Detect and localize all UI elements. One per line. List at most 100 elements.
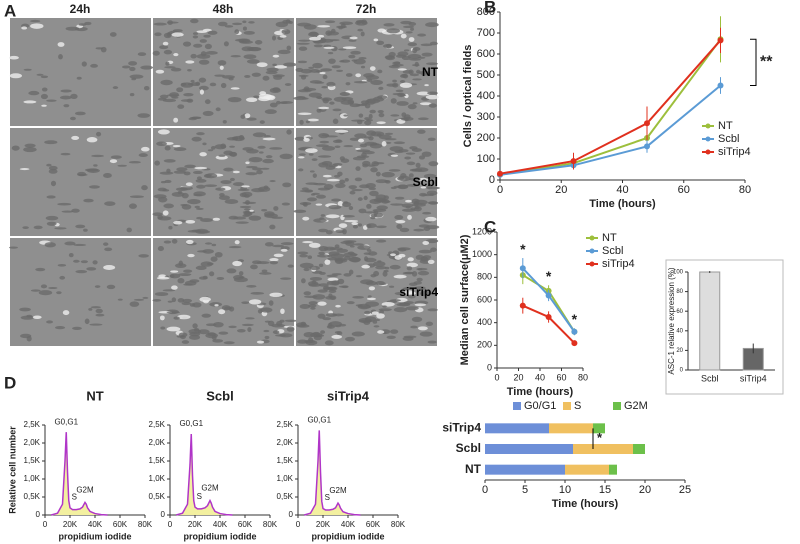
cell-shape bbox=[384, 138, 397, 141]
cell-shape bbox=[90, 63, 98, 68]
cell-shape bbox=[280, 277, 292, 280]
peak-label: S bbox=[197, 492, 202, 501]
cell-shape bbox=[286, 45, 292, 51]
inset-frame bbox=[665, 259, 784, 395]
x-tick-label: 80 bbox=[739, 184, 751, 196]
cell-shape bbox=[429, 41, 438, 46]
chart-title: NT bbox=[86, 388, 103, 403]
cell-shape bbox=[325, 313, 338, 317]
cell-shape bbox=[269, 257, 279, 262]
cell-shape bbox=[242, 20, 247, 24]
cell-shape bbox=[237, 329, 246, 333]
cell-shape bbox=[410, 27, 415, 31]
cell-shape bbox=[413, 281, 423, 285]
cell-shape bbox=[354, 177, 363, 182]
cell-shape bbox=[178, 332, 188, 338]
cell-shape bbox=[392, 61, 401, 65]
cell-shape bbox=[377, 28, 386, 33]
cell-shape bbox=[360, 279, 374, 285]
cell-shape bbox=[258, 93, 272, 100]
cell-shape bbox=[128, 61, 138, 66]
annotation: * bbox=[546, 268, 552, 284]
cell-shape bbox=[382, 305, 387, 308]
x-axis-label: Time (hours) bbox=[552, 498, 619, 510]
cell-shape bbox=[407, 42, 418, 47]
cell-shape bbox=[233, 277, 248, 283]
cell-shape bbox=[428, 161, 439, 167]
cell-shape bbox=[159, 94, 169, 99]
cell-shape bbox=[36, 73, 44, 76]
cell-shape bbox=[159, 45, 169, 50]
cell-shape bbox=[305, 339, 318, 346]
legend-swatch bbox=[705, 149, 711, 155]
cell-shape bbox=[400, 74, 408, 79]
cell-shape bbox=[414, 303, 427, 307]
cell-shape bbox=[212, 339, 224, 343]
cell-shape bbox=[371, 311, 379, 315]
cell-shape bbox=[383, 23, 395, 27]
cell-shape bbox=[390, 253, 396, 257]
point bbox=[644, 143, 650, 150]
cell-shape bbox=[204, 43, 212, 50]
cell-shape bbox=[360, 65, 366, 69]
cell-shape bbox=[259, 272, 272, 275]
cell-shape bbox=[83, 228, 88, 232]
y-tick-label: 500 bbox=[477, 69, 495, 81]
cell-shape bbox=[309, 276, 323, 281]
cell-shape bbox=[152, 50, 160, 56]
cell-shape bbox=[334, 325, 342, 328]
cell-shape bbox=[80, 260, 89, 264]
legend-swatch bbox=[705, 123, 711, 129]
cell-shape bbox=[269, 292, 283, 298]
cell-shape bbox=[170, 67, 182, 72]
cell-shape bbox=[200, 218, 213, 223]
cell-shape bbox=[222, 75, 235, 79]
cell-shape bbox=[215, 107, 221, 112]
y-tick-label: 0,5K bbox=[277, 492, 294, 501]
cell-shape bbox=[88, 307, 93, 311]
cell-shape bbox=[348, 54, 356, 59]
cell-shape bbox=[173, 220, 183, 225]
cell-shape bbox=[319, 71, 326, 75]
legend-swatch bbox=[563, 402, 571, 410]
cell-shape bbox=[178, 273, 192, 277]
cell-shape bbox=[244, 113, 251, 119]
cell-shape bbox=[245, 97, 258, 102]
cell-shape bbox=[345, 82, 351, 86]
cell-shape bbox=[187, 198, 201, 205]
cell-shape bbox=[345, 336, 355, 342]
cell-shape bbox=[419, 331, 433, 337]
cell-shape bbox=[214, 251, 223, 258]
cell-shape bbox=[201, 313, 211, 318]
cell-shape bbox=[381, 141, 387, 147]
cell-shape bbox=[272, 330, 280, 335]
cell-shape bbox=[196, 132, 205, 136]
legend-swatch bbox=[589, 235, 595, 241]
cell-shape bbox=[403, 301, 414, 305]
point bbox=[519, 265, 526, 272]
cell-shape bbox=[54, 227, 67, 230]
cell-shape bbox=[319, 140, 330, 144]
cell-shape bbox=[408, 177, 421, 181]
cell-shape bbox=[301, 278, 306, 284]
x-tick-label: 0 bbox=[497, 184, 503, 196]
cell-shape bbox=[305, 120, 310, 124]
y-tick-label: 1,0K bbox=[24, 474, 41, 483]
cell-shape bbox=[157, 246, 164, 252]
cell-shape bbox=[198, 77, 207, 83]
cell-shape bbox=[296, 96, 306, 99]
cell-shape bbox=[200, 261, 213, 267]
cell-shape bbox=[196, 216, 203, 220]
cell-shape bbox=[269, 87, 281, 93]
cell-shape bbox=[248, 299, 262, 305]
cell-shape bbox=[129, 92, 135, 97]
cell-shape bbox=[162, 41, 169, 46]
cell-shape bbox=[418, 177, 430, 182]
cell-shape bbox=[195, 207, 204, 210]
cell-shape bbox=[71, 208, 80, 213]
cell-shape bbox=[103, 242, 109, 246]
cell-shape bbox=[406, 262, 418, 268]
cell-shape bbox=[171, 191, 185, 197]
cell-shape bbox=[361, 264, 370, 269]
cell-shape bbox=[297, 339, 308, 344]
